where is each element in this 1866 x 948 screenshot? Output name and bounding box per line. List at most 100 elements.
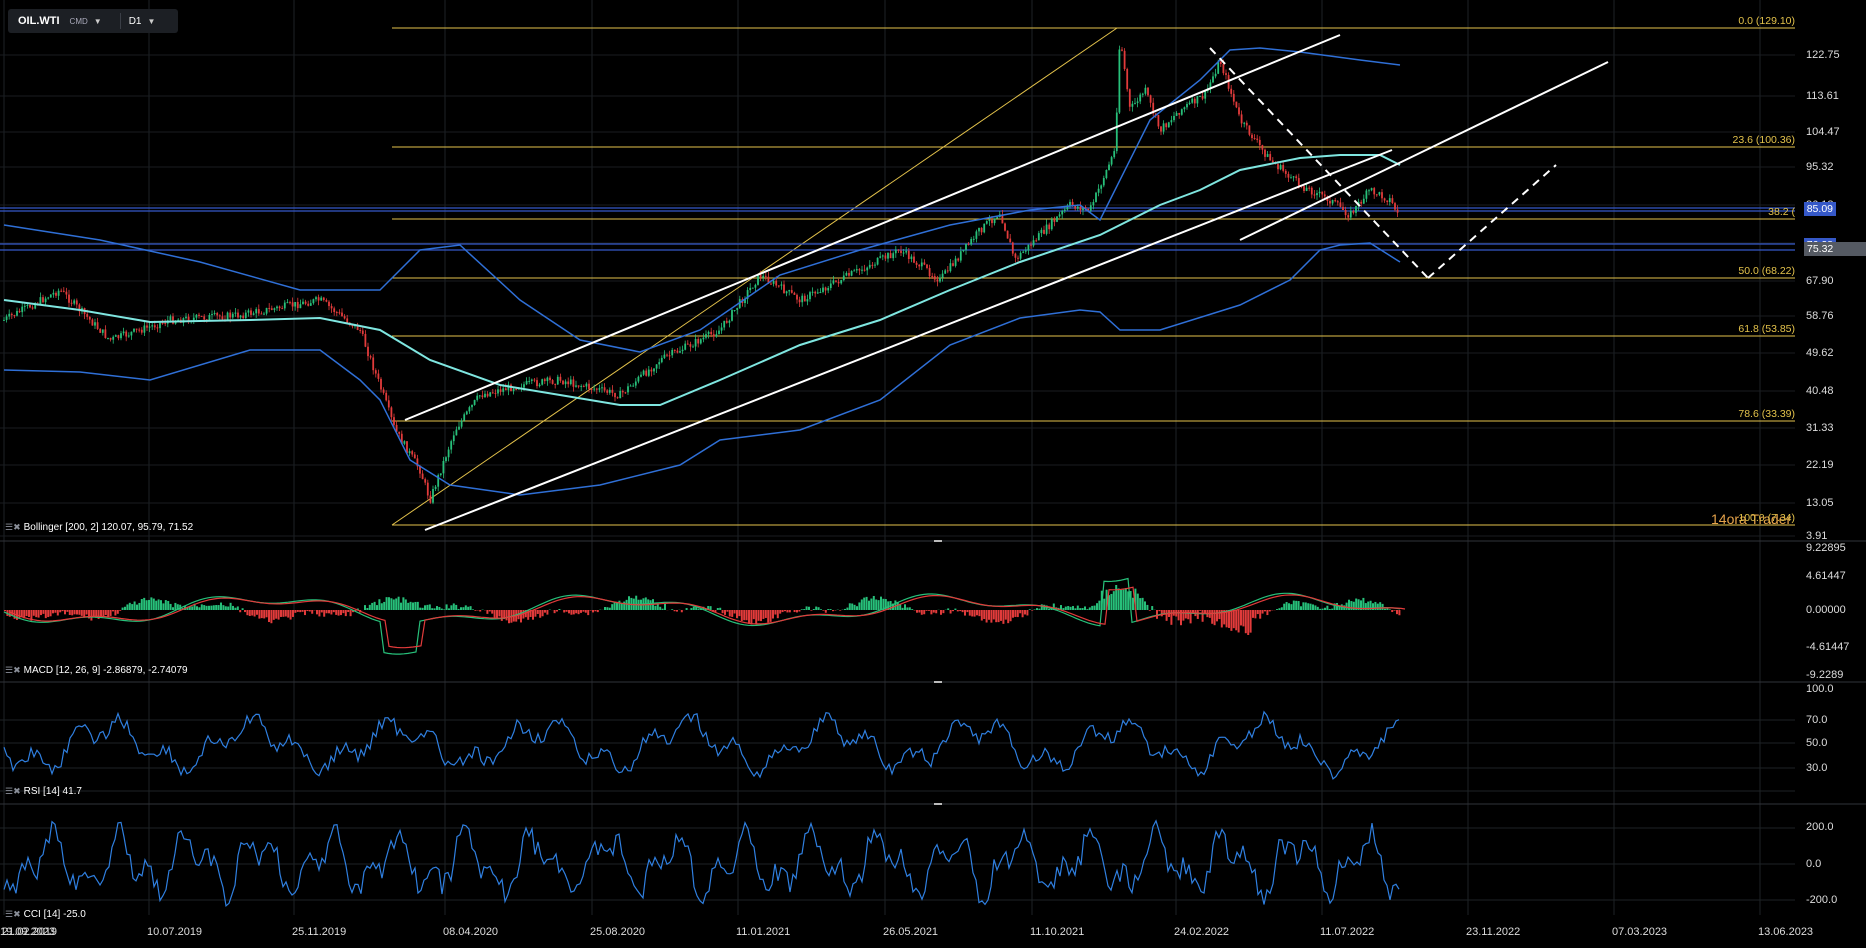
candle-body bbox=[1056, 216, 1058, 222]
candle-body bbox=[848, 272, 850, 276]
macd-histogram-bar bbox=[373, 601, 376, 610]
macd-histogram-bar bbox=[474, 610, 477, 611]
macd-histogram-bar bbox=[1235, 610, 1238, 631]
candle-body bbox=[546, 377, 549, 382]
settings-close-icon[interactable]: ☰✖ bbox=[5, 909, 21, 919]
macd-histogram-bar bbox=[1232, 610, 1235, 629]
macd-histogram-bar bbox=[896, 602, 899, 610]
candle-body bbox=[746, 290, 749, 299]
macd-histogram-bar bbox=[1074, 608, 1077, 610]
candle-body bbox=[549, 377, 551, 381]
macd-histogram-bar bbox=[32, 610, 35, 616]
macd-histogram-bar bbox=[342, 610, 345, 614]
macd-histogram-bar bbox=[961, 610, 964, 613]
candle-body bbox=[432, 489, 434, 503]
macd-histogram-bar bbox=[383, 601, 386, 610]
candle-body bbox=[491, 392, 494, 394]
settings-close-icon[interactable]: ☰✖ bbox=[5, 665, 21, 675]
candle-body bbox=[455, 429, 458, 436]
candle-body bbox=[1310, 187, 1313, 195]
macd-histogram-bar bbox=[282, 610, 285, 617]
candle-body bbox=[1201, 96, 1204, 99]
candle-body bbox=[749, 287, 752, 291]
candle-body bbox=[133, 328, 135, 332]
candle-body bbox=[536, 380, 538, 387]
candle-body bbox=[822, 287, 824, 292]
candle-body bbox=[632, 385, 635, 387]
macd-histogram-bar bbox=[1048, 608, 1050, 610]
macd-histogram-bar bbox=[260, 610, 263, 619]
macd-histogram-bar bbox=[721, 610, 724, 614]
macd-histogram-bar bbox=[450, 605, 453, 610]
macd-histogram-bar bbox=[296, 610, 299, 612]
macd-histogram-bar bbox=[232, 605, 234, 610]
candle-body bbox=[1050, 219, 1053, 230]
macd-histogram-bar bbox=[18, 610, 21, 619]
macd-histogram-bar bbox=[148, 599, 150, 610]
macd-histogram-bar bbox=[748, 610, 750, 625]
macd-histogram-bar bbox=[215, 605, 218, 610]
macd-histogram-bar bbox=[1362, 597, 1365, 610]
candle-body bbox=[146, 325, 148, 328]
candle-body bbox=[325, 300, 328, 302]
timeframe-select[interactable]: D1 bbox=[128, 15, 142, 27]
macd-histogram-bar bbox=[829, 609, 832, 610]
macd-histogram-bar bbox=[848, 603, 851, 610]
macd-histogram-bar bbox=[827, 609, 830, 610]
macd-histogram-bar bbox=[126, 604, 129, 610]
candle-body bbox=[1266, 154, 1269, 157]
chevron-down-icon[interactable]: ▼ bbox=[147, 16, 156, 26]
candle-body bbox=[645, 370, 648, 376]
macd-histogram-bar bbox=[894, 600, 897, 610]
candle-body bbox=[575, 385, 577, 387]
macd-histogram-bar bbox=[244, 610, 246, 613]
candle-body bbox=[208, 314, 211, 321]
price-tag-85: 85.09 bbox=[1803, 202, 1836, 216]
macd-histogram-bar bbox=[83, 610, 86, 618]
macd-histogram-bar bbox=[1324, 607, 1326, 610]
symbol-toolbar[interactable]: OIL.WTI CMD ▼ D1 ▼ bbox=[8, 9, 178, 33]
candle-body bbox=[744, 298, 746, 304]
macd-histogram-bar bbox=[1345, 602, 1348, 610]
candle-body bbox=[884, 255, 887, 259]
candle-body bbox=[291, 302, 294, 307]
candle-body bbox=[471, 404, 473, 408]
macd-histogram-bar bbox=[774, 610, 777, 615]
candle-body bbox=[668, 355, 671, 357]
macd-histogram-bar bbox=[1136, 593, 1139, 610]
candle-body bbox=[840, 280, 843, 284]
candle-body bbox=[1048, 224, 1051, 230]
candle-body bbox=[1396, 209, 1399, 213]
candle-body bbox=[588, 383, 590, 389]
candle-body bbox=[736, 307, 739, 311]
macd-histogram-bar bbox=[716, 608, 719, 610]
fib-level-label: 23.6 (100.36) bbox=[1732, 134, 1795, 146]
candle-body bbox=[127, 335, 130, 337]
macd-histogram-bar bbox=[563, 610, 566, 613]
macd-histogram-bar bbox=[990, 610, 993, 623]
candle-body bbox=[868, 264, 871, 268]
macd-histogram-bar bbox=[728, 610, 731, 617]
candle-body bbox=[452, 435, 455, 442]
candle-body bbox=[450, 441, 453, 450]
chevron-down-icon[interactable]: ▼ bbox=[93, 16, 102, 26]
macd-histogram-bar bbox=[920, 610, 923, 615]
settings-close-icon[interactable]: ☰✖ bbox=[5, 786, 21, 796]
settings-close-icon[interactable]: ☰✖ bbox=[5, 522, 21, 532]
macd-histogram-bar bbox=[968, 610, 971, 616]
date-axis-label: 11.01.2021 bbox=[736, 926, 791, 938]
macd-histogram-bar bbox=[700, 609, 702, 610]
macd-histogram-bar bbox=[1314, 605, 1317, 610]
macd-histogram-bar bbox=[1062, 608, 1065, 610]
symbol-name[interactable]: OIL.WTI bbox=[18, 15, 60, 27]
macd-histogram-bar bbox=[884, 599, 887, 610]
candle-body bbox=[876, 257, 879, 265]
macd-histogram-bar bbox=[846, 607, 849, 610]
date-axis-label: 25.08.2020 bbox=[590, 926, 646, 938]
candle-body bbox=[101, 329, 104, 333]
candle-body bbox=[1123, 50, 1126, 70]
candle-body bbox=[13, 315, 16, 317]
macd-histogram-bar bbox=[880, 596, 882, 610]
price-axis-label: 31.33 bbox=[1806, 422, 1834, 434]
